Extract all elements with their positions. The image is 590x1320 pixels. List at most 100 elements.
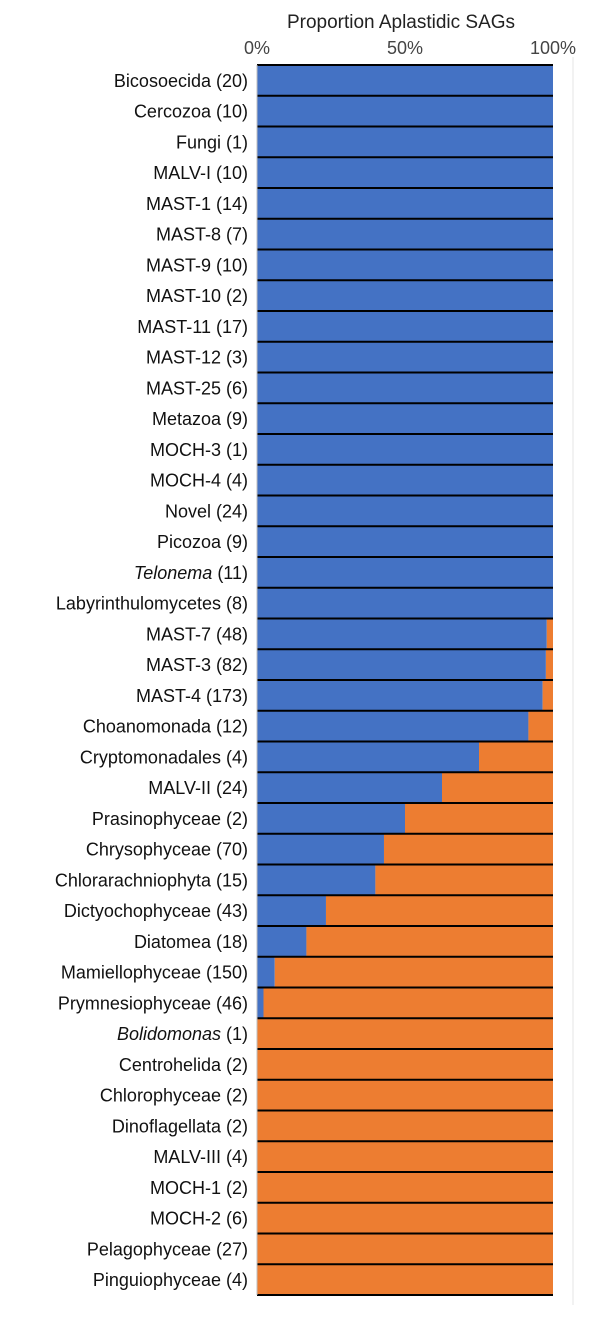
category-label: Cercozoa (10)	[134, 102, 248, 122]
bar-aplastidic	[257, 772, 442, 803]
bar-plastidic	[257, 1018, 553, 1049]
category-name: Choanomonada	[83, 717, 212, 737]
bar-aplastidic	[257, 495, 553, 527]
category-label: Mamiellophyceae (150)	[61, 963, 248, 983]
category-count: (46)	[211, 993, 248, 1013]
category-label: MAST-10 (2)	[146, 286, 248, 306]
bars	[257, 65, 553, 1295]
category-count: (2)	[221, 1055, 248, 1075]
category-label: Cryptomonadales (4)	[80, 747, 248, 767]
category-count: (4)	[221, 471, 248, 491]
bar-aplastidic	[257, 464, 553, 496]
category-count: (10)	[211, 163, 248, 183]
category-label: Prymnesiophyceae (46)	[58, 993, 248, 1013]
x-tick-label: 0%	[244, 38, 270, 58]
bar-aplastidic	[257, 372, 553, 404]
category-count: (12)	[211, 717, 248, 737]
category-name: Centrohelida	[119, 1055, 222, 1075]
category-count: (70)	[211, 840, 248, 860]
bar-plastidic	[383, 833, 553, 865]
category-name: Cercozoa	[134, 102, 212, 122]
category-name: MAST-7	[146, 624, 211, 644]
category-count: (15)	[211, 870, 248, 890]
category-name: Chlorophyceae	[100, 1086, 221, 1106]
bar-plastidic	[274, 956, 553, 988]
category-count: (48)	[211, 624, 248, 644]
category-label: Pelagophyceae (27)	[87, 1239, 248, 1259]
category-label: MAST-8 (7)	[156, 225, 248, 245]
category-labels: Bicosoecida (20) Cercozoa (10) Fungi (1) MA…	[55, 71, 248, 1290]
category-count: (9)	[221, 532, 248, 552]
bar-aplastidic	[257, 434, 553, 465]
category-count: (18)	[211, 932, 248, 952]
bar-plastidic	[442, 772, 553, 803]
category-count: (4)	[221, 1147, 248, 1167]
bar-plastidic	[257, 1233, 553, 1265]
bar-plastidic	[263, 987, 553, 1019]
category-label: MAST-7 (48)	[146, 624, 248, 644]
bar-aplastidic	[257, 157, 553, 188]
bar-aplastidic	[257, 926, 307, 957]
category-count: (6)	[221, 1209, 248, 1229]
bar-separators	[257, 64, 553, 1296]
category-label: MOCH-1 (2)	[150, 1178, 248, 1198]
bar-aplastidic	[257, 649, 546, 680]
bar-aplastidic	[257, 341, 553, 373]
category-label: MAST-4 (173)	[136, 686, 248, 706]
category-count: (10)	[211, 102, 248, 122]
category-label: Chlorarachniophyta (15)	[55, 870, 248, 890]
category-count: (27)	[211, 1239, 248, 1259]
category-label: MAST-3 (82)	[146, 655, 248, 675]
category-label: MALV-I (10)	[153, 163, 248, 183]
category-name: MAST-4	[136, 686, 201, 706]
bar-plastidic	[545, 649, 553, 680]
category-label: Bicosoecida (20)	[114, 71, 248, 91]
category-name: MALV-III	[153, 1147, 221, 1167]
category-label: Telonema (11)	[134, 563, 248, 583]
category-count: (11)	[212, 563, 248, 583]
category-name: MAST-12	[146, 348, 221, 368]
bar-aplastidic	[257, 311, 553, 342]
bar-aplastidic	[257, 680, 543, 711]
bar-plastidic	[306, 926, 553, 957]
category-count: (4)	[221, 1270, 248, 1290]
x-axis-ticks: 0% 50% 100%	[244, 38, 576, 58]
bar-aplastidic	[257, 280, 553, 311]
category-name: MALV-I	[153, 163, 211, 183]
category-label: Prasinophyceae (2)	[92, 809, 248, 829]
category-name: Picozoa	[157, 532, 222, 552]
category-name: Diatomea	[134, 932, 212, 952]
category-count: (7)	[221, 225, 248, 245]
category-name: Bolidomonas	[117, 1024, 221, 1044]
category-count: (24)	[211, 501, 248, 521]
bar-plastidic	[257, 1172, 553, 1203]
category-label: Dictyochophyceae (43)	[64, 901, 248, 921]
bar-aplastidic	[257, 249, 553, 281]
category-name: Prasinophyceae	[92, 809, 221, 829]
category-name: MAST-25	[146, 378, 221, 398]
category-label: MAST-9 (10)	[146, 255, 248, 275]
bar-plastidic	[542, 680, 553, 711]
bar-aplastidic	[257, 803, 405, 834]
category-count: (150)	[201, 963, 248, 983]
category-name: MOCH-4	[150, 471, 221, 491]
category-name: Dictyochophyceae	[64, 901, 211, 921]
category-count: (6)	[221, 378, 248, 398]
x-tick-label: 100%	[530, 38, 576, 58]
bar-aplastidic	[257, 710, 529, 742]
bar-plastidic	[257, 1141, 553, 1172]
category-label: Metazoa (9)	[152, 409, 248, 429]
category-label: Labyrinthulomycetes (8)	[56, 594, 248, 614]
category-name: Chrysophyceae	[86, 840, 211, 860]
bar-plastidic	[479, 741, 553, 773]
category-label: MOCH-3 (1)	[150, 440, 248, 460]
bar-plastidic	[257, 1110, 553, 1142]
bar-aplastidic	[257, 188, 553, 219]
bar-plastidic	[405, 803, 553, 834]
category-name: Metazoa	[152, 409, 222, 429]
bar-aplastidic	[257, 987, 264, 1019]
category-label: Novel (24)	[165, 501, 248, 521]
bar-plastidic	[528, 710, 553, 742]
category-name: Dinoflagellata	[112, 1116, 222, 1136]
category-label: MAST-12 (3)	[146, 348, 248, 368]
